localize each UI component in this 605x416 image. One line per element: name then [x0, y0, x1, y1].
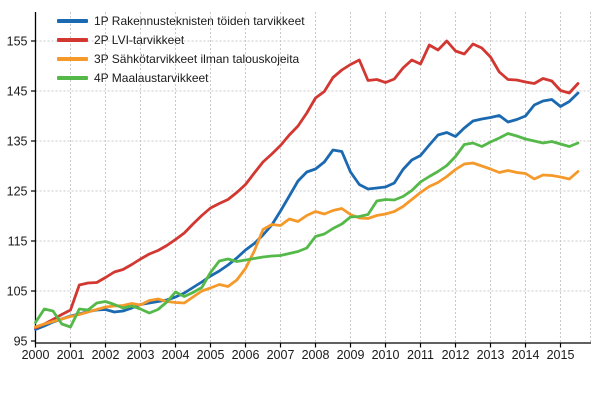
series-line-3p: [34, 161, 580, 329]
tick-labels: 95 105 115 125 135 145 155 2000 2001 2002 2003 2004…: [7, 35, 575, 363]
x-tick-label: 2014: [512, 348, 540, 362]
x-tick-label: 2000: [22, 348, 50, 362]
x-tick-label: 2002: [92, 348, 120, 362]
x-tick-label: 2015: [547, 348, 575, 362]
series-line-4p: [34, 132, 580, 329]
x-tick-label: 2013: [477, 348, 505, 362]
y-tick-label: 125: [7, 185, 28, 199]
x-tick-label: 2006: [232, 348, 260, 362]
x-tick-label: 2012: [442, 348, 470, 362]
y-tick-label: 135: [7, 135, 28, 149]
x-tick-label: 2010: [372, 348, 400, 362]
legend-swatch-2p: [57, 37, 88, 42]
y-tick-label: 115: [8, 235, 28, 249]
x-tick-label: 2005: [197, 348, 225, 362]
legend-label-1p: 1P Rakennusteknisten töiden tarvikkeet: [94, 13, 305, 28]
legend-item-3p: 3P Sähkötarvikkeet ilman talouskojeita: [57, 49, 305, 68]
axes: [34, 12, 591, 344]
legend-item-2p: 2P LVI-tarvikkeet: [57, 30, 305, 49]
legend-item-1p: 1P Rakennusteknisten töiden tarvikkeet: [57, 11, 305, 30]
y-tick-label: 145: [7, 85, 28, 99]
legend-swatch-3p: [57, 56, 88, 61]
legend-item-4p: 4P Maalaustarvikkeet: [57, 68, 305, 87]
x-tick-label: 2003: [127, 348, 155, 362]
series-line-1p: [34, 91, 580, 331]
x-tick-label: 2004: [162, 348, 190, 362]
tick-marks: [31, 40, 562, 348]
legend-label-3p: 3P Sähkötarvikkeet ilman talouskojeita: [94, 51, 300, 66]
y-tick-label: 105: [7, 285, 28, 299]
y-tick-label: 155: [7, 35, 28, 49]
legend-label-4p: 4P Maalaustarvikkeet: [94, 70, 209, 85]
chart-legend: 1P Rakennusteknisten töiden tarvikkeet 2…: [57, 11, 305, 87]
legend-swatch-1p: [57, 18, 88, 23]
x-tick-label: 2008: [302, 348, 330, 362]
x-tick-label: 2007: [267, 348, 295, 362]
x-tick-label: 2011: [407, 348, 434, 362]
x-tick-label: 2009: [337, 348, 365, 362]
series-line-2p: [34, 39, 580, 330]
x-tick-label: 2001: [57, 348, 85, 362]
legend-swatch-4p: [57, 75, 88, 80]
legend-label-2p: 2P LVI-tarvikkeet: [94, 32, 185, 47]
y-tick-label: 95: [14, 335, 28, 349]
